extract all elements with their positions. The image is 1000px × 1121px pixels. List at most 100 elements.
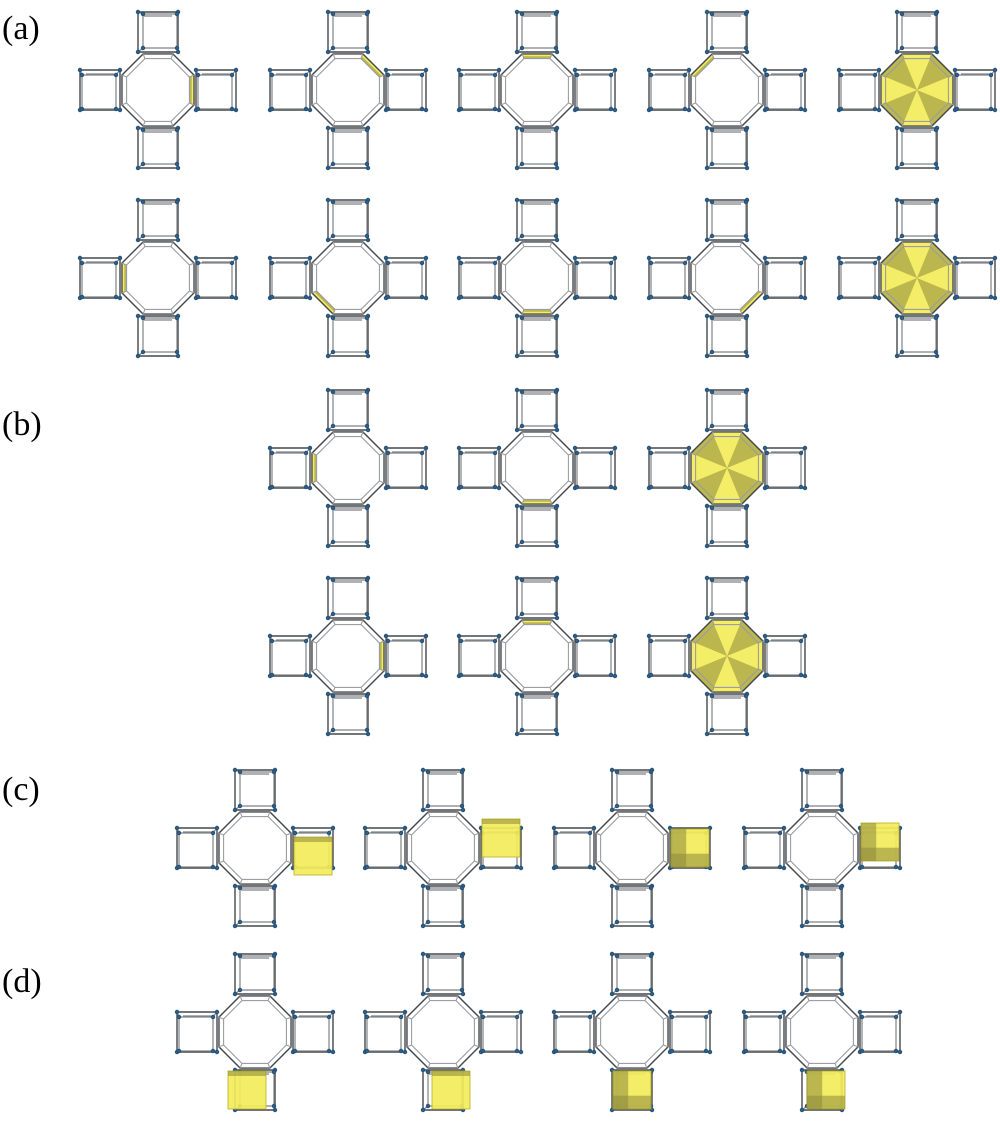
atom bbox=[237, 987, 243, 993]
atom bbox=[899, 233, 905, 239]
atom bbox=[743, 11, 749, 17]
atom bbox=[117, 295, 123, 301]
atom bbox=[330, 1009, 336, 1015]
framework-structure bbox=[646, 9, 808, 171]
atom bbox=[798, 638, 804, 644]
atom bbox=[140, 199, 146, 205]
atom bbox=[744, 237, 750, 243]
atom bbox=[798, 672, 804, 678]
atom bbox=[303, 72, 309, 78]
atom bbox=[704, 387, 710, 393]
atom bbox=[572, 255, 578, 261]
atom bbox=[113, 72, 119, 78]
atom bbox=[608, 638, 614, 644]
atom bbox=[326, 830, 332, 836]
atom bbox=[591, 865, 597, 871]
atom bbox=[303, 672, 309, 678]
atom bbox=[307, 255, 313, 261]
atom bbox=[704, 575, 710, 581]
atom bbox=[553, 423, 559, 429]
atom bbox=[398, 864, 404, 870]
atom bbox=[648, 987, 654, 993]
atom bbox=[330, 539, 336, 545]
atom bbox=[648, 803, 654, 809]
atom bbox=[686, 673, 692, 679]
atom bbox=[514, 387, 520, 393]
atom bbox=[553, 127, 559, 133]
atom bbox=[383, 445, 389, 451]
atom bbox=[514, 49, 520, 55]
atom bbox=[704, 543, 710, 549]
atom bbox=[237, 885, 243, 891]
atom bbox=[933, 233, 939, 239]
atom bbox=[237, 953, 243, 959]
atom bbox=[330, 389, 336, 395]
atom bbox=[899, 45, 905, 51]
atom bbox=[893, 1014, 899, 1020]
atom bbox=[519, 539, 525, 545]
highlight-region bbox=[690, 53, 715, 78]
atom bbox=[553, 11, 559, 17]
atom bbox=[140, 45, 146, 51]
atom bbox=[423, 255, 429, 261]
atom bbox=[614, 919, 620, 925]
atom bbox=[744, 615, 750, 621]
atom bbox=[325, 691, 331, 697]
atom bbox=[402, 1049, 408, 1055]
atom bbox=[496, 673, 502, 679]
atom bbox=[135, 313, 141, 319]
atom bbox=[798, 294, 804, 300]
atom bbox=[307, 107, 313, 113]
atom bbox=[554, 427, 560, 433]
atom bbox=[135, 197, 141, 203]
atom bbox=[330, 161, 336, 167]
atom bbox=[272, 807, 278, 813]
atom bbox=[899, 161, 905, 167]
atom bbox=[704, 237, 710, 243]
atom bbox=[799, 951, 805, 957]
atom bbox=[574, 450, 580, 456]
atom bbox=[514, 313, 520, 319]
atom bbox=[496, 255, 502, 261]
atom bbox=[425, 885, 431, 891]
atom bbox=[272, 991, 278, 997]
atom bbox=[237, 803, 243, 809]
highlight-region bbox=[690, 431, 764, 505]
atom bbox=[899, 315, 905, 321]
atom bbox=[518, 1009, 524, 1015]
atom bbox=[876, 107, 882, 113]
atom bbox=[743, 161, 749, 167]
framework-structure bbox=[646, 387, 808, 549]
atom bbox=[271, 953, 277, 959]
atom bbox=[307, 633, 313, 639]
atom bbox=[709, 233, 715, 239]
atom bbox=[764, 72, 770, 78]
atom bbox=[933, 349, 939, 355]
atom bbox=[420, 1107, 426, 1113]
atom bbox=[899, 127, 905, 133]
atom bbox=[330, 825, 336, 831]
atom bbox=[330, 127, 336, 133]
atom bbox=[872, 260, 878, 266]
atom bbox=[423, 107, 429, 113]
atom bbox=[514, 165, 520, 171]
atom bbox=[744, 165, 750, 171]
atom bbox=[460, 991, 466, 997]
atom bbox=[553, 45, 559, 51]
atom bbox=[174, 199, 180, 205]
atom bbox=[193, 67, 199, 73]
atom bbox=[458, 294, 464, 300]
atom bbox=[992, 255, 998, 261]
atom bbox=[325, 9, 331, 15]
atom bbox=[933, 11, 939, 17]
atom bbox=[781, 865, 787, 871]
atom bbox=[709, 577, 715, 583]
atom bbox=[514, 575, 520, 581]
atom bbox=[303, 294, 309, 300]
atom bbox=[798, 484, 804, 490]
atom bbox=[553, 611, 559, 617]
atom bbox=[764, 450, 770, 456]
atom bbox=[646, 445, 652, 451]
atom bbox=[383, 67, 389, 73]
atom bbox=[587, 1048, 593, 1054]
